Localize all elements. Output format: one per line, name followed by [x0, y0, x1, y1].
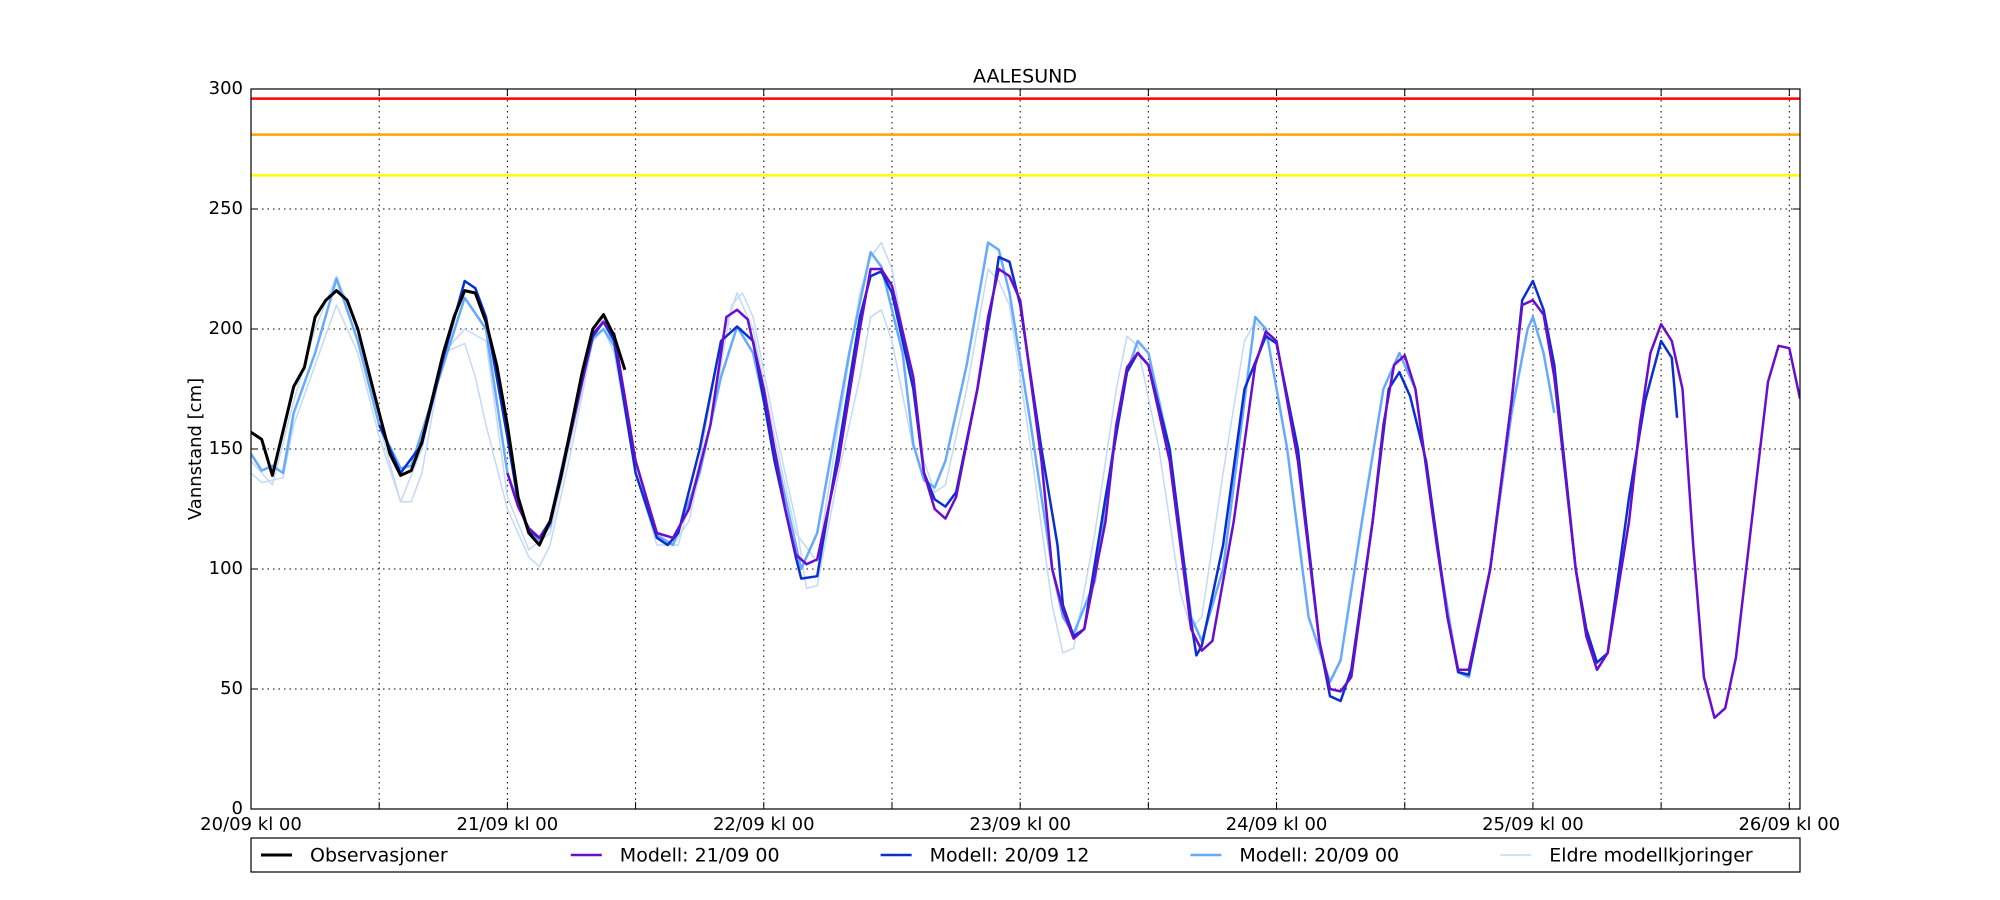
y-tick-label: 100 — [209, 558, 243, 579]
series-line — [506, 267, 1800, 720]
x-tick-label: 24/09 kl 00 — [1226, 814, 1328, 835]
x-tick-label: 26/09 kl 00 — [1738, 814, 1840, 835]
legend-label: Observasjoner — [310, 845, 448, 867]
y-tick-label: 50 — [220, 678, 243, 699]
series-line — [251, 289, 627, 547]
y-tick-label: 200 — [209, 318, 243, 339]
x-tick-label: 22/09 kl 00 — [713, 814, 815, 835]
series-line — [251, 241, 1267, 654]
y-tick-label: 0 — [232, 798, 243, 819]
legend-label: Modell: 21/09 00 — [620, 845, 780, 867]
legend-box — [250, 837, 1801, 873]
plot-frame — [250, 88, 1801, 810]
chart-title: AALESUND — [973, 66, 1077, 88]
series-line — [251, 292, 915, 589]
x-tick-label: 23/09 kl 00 — [969, 814, 1071, 835]
legend-label: Eldre modellkjoringer — [1549, 845, 1753, 867]
x-tick-label: 20/09 kl 00 — [200, 814, 302, 835]
x-tick-label: 21/09 kl 00 — [457, 814, 559, 835]
y-axis-label: Vannstand [cm] — [185, 378, 206, 520]
legend-label: Modell: 20/09 00 — [1239, 845, 1399, 867]
legend-label: Modell: 20/09 12 — [930, 845, 1090, 867]
y-tick-label: 150 — [209, 438, 243, 459]
series-line — [251, 241, 1556, 684]
x-tick-label: 25/09 kl 00 — [1482, 814, 1584, 835]
y-tick-label: 300 — [209, 78, 243, 99]
y-tick-label: 250 — [209, 198, 243, 219]
series-line — [378, 255, 1679, 703]
